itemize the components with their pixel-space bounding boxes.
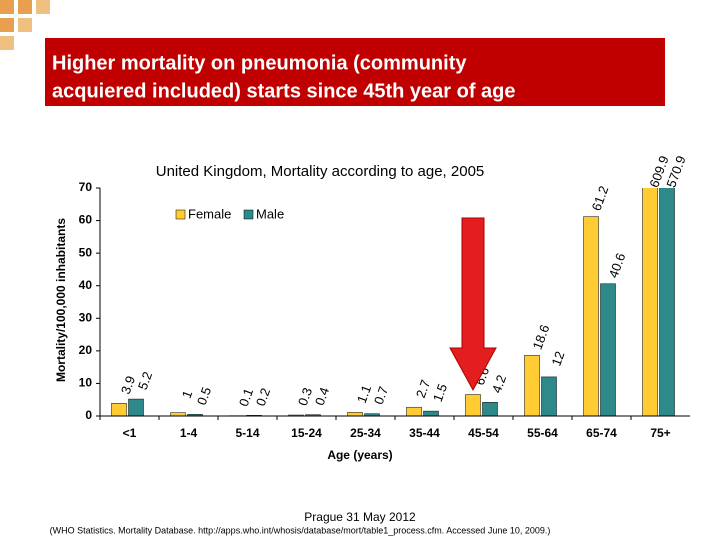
bar [482,402,498,417]
data-label: 0.2 [253,386,273,408]
y-tick-label: 20 [79,343,93,357]
y-tick-label: 70 [79,180,93,194]
data-label: 0.7 [371,384,391,406]
legend-swatch [243,209,254,220]
decoration [0,0,50,50]
y-tick-label: 40 [79,278,93,292]
bar [541,376,557,417]
legend-label: Female [188,206,231,221]
x-tick-label: 35-44 [409,426,440,440]
x-tick-label: 1-4 [180,426,198,440]
data-label: 2.7 [413,378,433,400]
x-tick-label: 15-24 [291,426,322,440]
plot-area [111,188,675,417]
y-tick-label: 60 [79,213,93,227]
x-tick-label: 5-14 [235,426,259,440]
y-tick-label: 30 [79,310,93,324]
footer: Prague 31 May 2012 [304,510,416,524]
x-tick-label: 45-54 [468,426,499,440]
slide-title: acquiered included) starts since 45th ye… [52,80,516,102]
data-label: 1.5 [430,382,450,404]
legend-swatch [175,209,186,220]
arrow [449,217,497,392]
bar [465,394,481,417]
title-band [45,38,665,106]
data-label: 61.2 [589,184,612,213]
bar [347,412,363,417]
data-label: 4.2 [489,373,509,395]
x-tick-label: 55-64 [527,426,558,440]
bar [406,406,422,417]
data-label: 3.9 [118,374,138,396]
y-tick-label: 10 [79,376,93,390]
bar [583,216,599,417]
data-label: 40.6 [606,251,629,280]
bar [111,403,127,417]
data-label: 1 [179,388,196,400]
y-tick-label: 0 [85,408,92,422]
x-tick-label: <1 [123,426,137,440]
data-label: 0.4 [312,385,332,407]
x-tick-label: 65-74 [586,426,617,440]
x-tick-label: 25-34 [350,426,381,440]
x-tick-label: 75+ [650,426,670,440]
chart-title: United Kingdom, Mortality according to a… [156,163,485,180]
legend-label: Male [256,206,284,221]
data-label: 1.1 [354,383,374,405]
data-label: 18.6 [530,323,553,352]
data-label: 12 [548,349,567,368]
y-axis-label: Mortality/100,000 inhabitants [54,218,68,382]
data-label: 0.5 [194,385,214,407]
x-axis-label: Age (years) [327,448,392,462]
data-label: 5.2 [135,370,155,392]
bar [524,355,540,417]
bar [423,410,439,417]
y-tick-label: 50 [79,245,93,259]
slide-title: Higher mortality on pneumonia (community [52,52,467,74]
bar [128,398,144,417]
bar [600,283,616,417]
data-label: 0.3 [295,386,315,408]
source: (WHO Statistics. Mortality Database. htt… [50,525,551,535]
data-label: 0.1 [236,386,256,408]
